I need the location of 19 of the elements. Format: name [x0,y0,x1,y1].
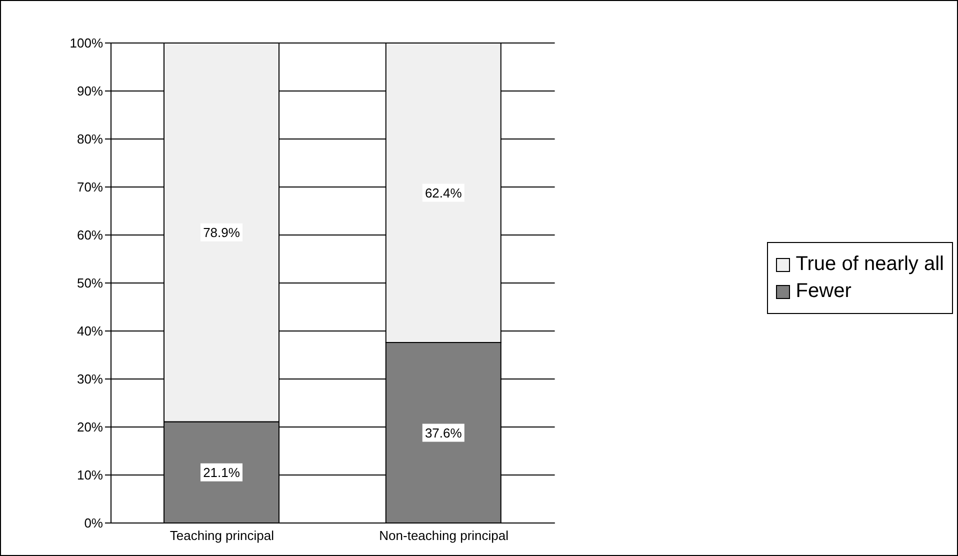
y-tick-label: 90% [76,84,104,99]
y-tick-label: 60% [76,228,104,243]
y-tick-label: 40% [76,324,104,339]
x-tick-label: Non-teaching principal [379,528,509,544]
data-label: 37.6% [424,425,462,440]
y-tick-label: 100% [70,36,104,51]
y-tick-label: 20% [76,420,104,435]
data-label: 21.1% [203,464,240,480]
x-tick-label: Teaching principal [170,528,274,544]
legend-label: True of nearly all [796,253,944,276]
y-tick-label: 80% [76,132,104,147]
y-tick-label: 10% [76,468,104,483]
y-tick-label: 50% [76,276,104,291]
data-label: 78.9% [203,224,240,240]
y-tick-label: 30% [76,372,104,387]
y-tick-label: 70% [76,180,104,195]
legend-label: Fewer [796,280,852,303]
data-label: 62.4% [424,185,462,200]
y-tick-label: 0% [84,516,104,531]
